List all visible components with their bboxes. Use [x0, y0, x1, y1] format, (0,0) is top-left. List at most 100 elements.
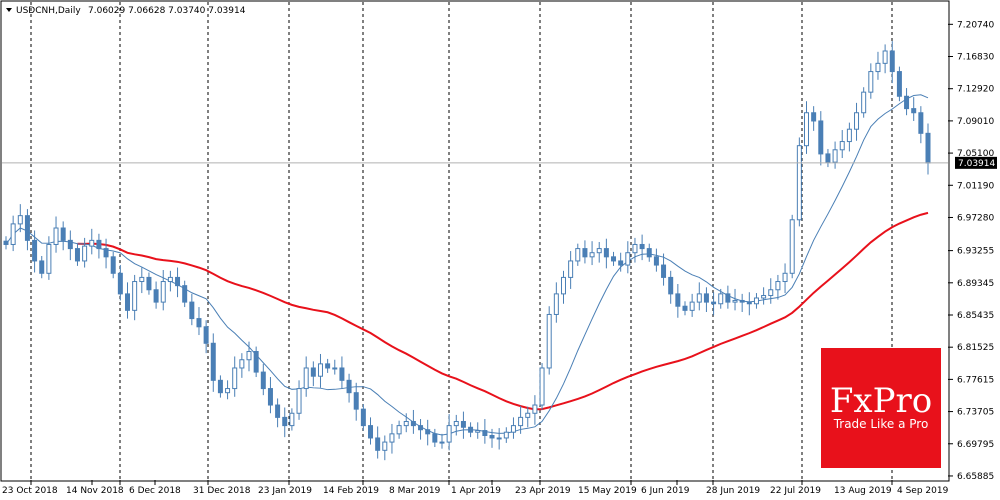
- candle-body: [3, 240, 9, 245]
- candle-body: [911, 108, 917, 114]
- x-tick-label: 31 Dec 2018: [193, 486, 251, 496]
- candle-body: [675, 293, 681, 307]
- candle-body: [396, 425, 402, 435]
- x-tick-label: 13 Aug 2019: [834, 486, 892, 496]
- candle-body: [575, 248, 581, 262]
- candle-body: [861, 91, 867, 114]
- candle-body: [818, 120, 824, 155]
- y-tick-label: 6.69795: [957, 440, 994, 450]
- candle-body: [217, 379, 223, 394]
- candle-body: [203, 326, 209, 344]
- x-tick-label: 1 Apr 2019: [451, 486, 501, 496]
- fxpro-logo[interactable]: FxPro Trade Like a Pro: [821, 348, 941, 468]
- candle-body: [854, 112, 860, 130]
- candle-body: [125, 293, 131, 311]
- candle-body: [875, 62, 881, 73]
- x-tick-label: 23 Jan 2019: [258, 486, 312, 496]
- candle-body: [332, 367, 338, 370]
- candle-body: [453, 420, 459, 427]
- candle-body: [67, 239, 73, 250]
- candle-body: [175, 276, 181, 287]
- y-tick-label: 6.81525: [957, 343, 994, 353]
- candle-body: [732, 299, 738, 303]
- candle-body: [846, 128, 852, 143]
- candle-body: [82, 245, 88, 262]
- x-tick-label: 28 Jun 2019: [706, 486, 760, 496]
- candle-body: [10, 223, 16, 245]
- x-tick-label: 23 Oct 2018: [2, 486, 58, 496]
- candle-body: [139, 276, 145, 283]
- candle-body: [661, 264, 667, 278]
- candle-body: [796, 145, 802, 221]
- collapse-triangle-icon[interactable]: [6, 8, 12, 12]
- candle-body: [496, 437, 502, 440]
- candle-body: [568, 260, 574, 278]
- candle-body: [668, 276, 674, 295]
- x-tick-label: 14 Feb 2019: [323, 486, 379, 496]
- candle-body: [611, 256, 617, 262]
- candle-body: [267, 388, 273, 406]
- current-price-label: 7.03914: [958, 159, 995, 169]
- candle-body: [739, 299, 745, 303]
- y-tick-label: 6.85435: [957, 311, 994, 321]
- candle-body: [74, 248, 80, 262]
- candle-body: [389, 433, 395, 443]
- candle-body: [182, 285, 188, 303]
- candle-body: [196, 318, 202, 328]
- candle-body: [582, 248, 588, 258]
- candle-body: [839, 141, 845, 151]
- candle-body: [275, 404, 281, 418]
- candle-body: [625, 252, 631, 266]
- candle-body: [46, 243, 52, 274]
- y-tick-label: 6.65885: [957, 472, 994, 482]
- candle-body: [768, 289, 774, 297]
- candle-body: [346, 379, 352, 394]
- candle-body: [882, 50, 888, 64]
- y-tick-label: 7.09010: [957, 117, 994, 127]
- candle-body: [489, 434, 495, 439]
- x-tick-label: 14 Nov 2018: [66, 486, 124, 496]
- candle-body: [189, 301, 195, 320]
- candle-body: [89, 239, 95, 247]
- candle-body: [382, 441, 388, 451]
- candle-body: [260, 371, 266, 390]
- candle-body: [753, 297, 759, 305]
- candle-body: [596, 248, 602, 254]
- y-tick-label: 7.16830: [957, 53, 994, 63]
- candle-body: [689, 301, 695, 311]
- candle-body: [153, 289, 159, 303]
- candle-body: [803, 112, 809, 147]
- current-price-tag: 7.03914: [955, 156, 997, 169]
- chart-header: USDCNH,Daily 7.06029 7.06628 7.03740 7.0…: [6, 6, 246, 16]
- candle-body: [532, 404, 538, 414]
- candle-body: [904, 95, 910, 110]
- candle-body: [375, 437, 381, 451]
- x-tick-label: 4 Sep 2019: [897, 486, 949, 496]
- candle-body: [696, 293, 702, 303]
- candle-body: [432, 433, 438, 443]
- candle-body: [425, 429, 431, 435]
- candle-body: [925, 132, 931, 164]
- candle-body: [682, 305, 688, 311]
- candle-body: [167, 276, 173, 283]
- plot-frame: [0, 0, 950, 482]
- y-tick-label: 7.05100: [957, 149, 994, 159]
- y-tick-label: 7.20740: [957, 20, 994, 30]
- candle-body: [618, 260, 624, 266]
- logo-tagline: Trade Like a Pro: [833, 417, 929, 431]
- candle-body: [403, 420, 409, 427]
- candle-body: [282, 416, 288, 427]
- candle-body: [553, 293, 559, 315]
- candle-body: [246, 351, 252, 361]
- candle-body: [761, 295, 767, 299]
- y-tick-label: 6.77615: [957, 375, 994, 385]
- logo-background: [821, 348, 941, 468]
- ohlc-values: 7.06029 7.06628 7.03740 7.03914: [88, 6, 246, 16]
- candle-body: [518, 416, 524, 427]
- candle-body: [303, 367, 309, 390]
- y-axis: 7.20740 7.16830 7.12920 7.09010 7.05100 7.011…: [948, 20, 994, 482]
- candle-body: [725, 293, 731, 303]
- candle-body: [446, 425, 452, 443]
- candle-body: [289, 412, 295, 427]
